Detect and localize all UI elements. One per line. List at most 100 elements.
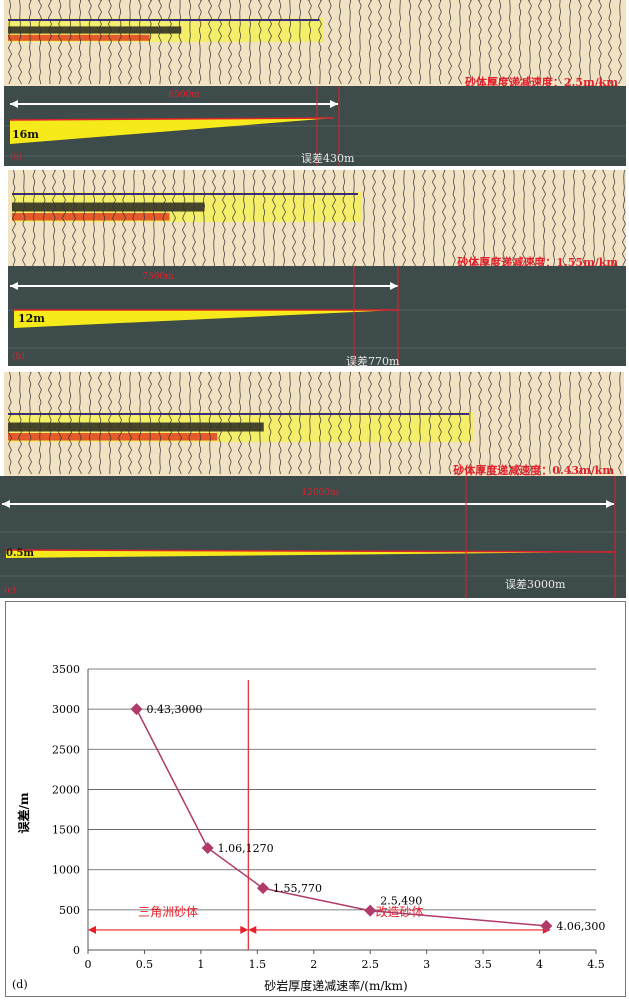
seismic-trace: [548, 372, 552, 475]
seismic-trace: [268, 372, 272, 475]
seismic-trace: [528, 0, 532, 85]
seismic-trace: [432, 170, 436, 266]
seismic-trace: [538, 0, 542, 84]
seismic-trace: [82, 170, 86, 266]
seismic-trace: [188, 0, 192, 85]
seismic-trace: [358, 0, 362, 85]
seismic-trace: [562, 170, 566, 266]
y-tick-label: 3000: [52, 703, 80, 716]
geologic-model-c: 12000m 0.5m (c) 误差3000m: [0, 476, 626, 598]
seismic-trace: [218, 372, 222, 475]
seismic-trace: [212, 170, 216, 266]
seismic-trace: [452, 170, 456, 266]
seismic-trace: [232, 170, 236, 266]
seismic-trace: [328, 0, 332, 85]
seismic-trace: [88, 0, 92, 85]
x-tick-label: 1.5: [249, 958, 267, 971]
seismic-trace: [608, 372, 612, 475]
arrow-head: [240, 925, 249, 934]
seismic-trace: [48, 0, 52, 85]
seismic-trace: [172, 170, 176, 266]
seismic-trace: [178, 0, 182, 85]
x-tick-label: 4: [536, 958, 543, 971]
y-tick-label: 2000: [52, 783, 80, 796]
seismic-trace: [482, 170, 486, 266]
seismic-trace: [392, 170, 396, 266]
seismic-trace: [178, 372, 182, 475]
seismic-trace: [38, 372, 42, 475]
seismic-trace: [618, 0, 622, 85]
decay-speed-label: 砂体厚度递减速度：1.55m/km: [457, 256, 618, 266]
seismic-trace: [558, 0, 562, 85]
seismic-trace: [158, 372, 162, 475]
seismic-trace: [8, 372, 12, 475]
seismic-trace: [38, 0, 42, 85]
data-point: [201, 842, 214, 855]
seismic-trace: [368, 372, 372, 475]
seismic-trace: [118, 0, 122, 85]
seismic-trace: [258, 372, 262, 475]
seismic-trace: [468, 0, 472, 85]
decay-speed-label: 砂体厚度递减速度：0.43m/km: [453, 464, 614, 476]
seismic-trace: [68, 372, 72, 475]
seismic-trace: [498, 372, 502, 475]
seismic-trace: [508, 0, 512, 85]
seismic-trace: [182, 170, 186, 266]
seismic-trace: [338, 0, 342, 85]
seismic-trace: [102, 170, 106, 266]
seismic-trace: [128, 0, 132, 85]
arrow-head: [248, 925, 257, 934]
seismic-trace: [298, 372, 302, 475]
data-label: 1.06,1270: [218, 842, 274, 855]
seismic-trace: [222, 170, 226, 266]
seismic-trace: [192, 170, 196, 266]
seismic-trace: [438, 0, 442, 85]
seismic-trace: [418, 0, 422, 85]
y-tick-label: 0: [73, 944, 80, 957]
panel-tag: (a): [10, 152, 23, 162]
seismic-trace: [338, 372, 342, 475]
seismic-trace: [512, 170, 516, 266]
seismic-trace: [152, 170, 156, 266]
seismic-trace: [198, 372, 202, 475]
seismic-trace: [288, 372, 292, 475]
seismic-trace: [542, 170, 546, 266]
chart-svg: 0 500 1000 1500 2000 2500 3000 3500 0 0.5 1 1.5 2 2.5…: [12, 663, 605, 993]
model-thickness: 0.5m: [6, 548, 34, 559]
seismic-trace: [128, 372, 132, 475]
seismic-trace: [58, 0, 62, 85]
seismic-trace: [422, 170, 426, 266]
seismic-trace: [552, 170, 556, 266]
model-thickness: 12m: [18, 312, 45, 325]
y-tick-label: 3500: [52, 663, 80, 676]
seismic-trace: [272, 170, 276, 266]
seismic-trace: [448, 372, 452, 475]
seismic-trace: [28, 372, 32, 475]
seismic-trace: [518, 372, 522, 475]
seismic-trace: [278, 372, 282, 475]
seismic-trace: [608, 0, 612, 85]
seismic-trace: [518, 0, 522, 85]
model-graphic-a: [4, 86, 626, 166]
seismic-trace: [412, 170, 416, 266]
seismic-trace: [508, 372, 512, 475]
seismic-trace: [68, 0, 72, 85]
seismic-trace: [568, 372, 572, 475]
seismic-trace: [202, 170, 206, 266]
seismic-trace: [228, 372, 232, 475]
geologic-model-b: 7500m 12m (b) 误差770m: [8, 266, 626, 366]
seismic-trace: [622, 170, 626, 266]
seismic-trace: [108, 372, 112, 474]
seismic-trace: [28, 0, 32, 85]
x-tick-label: 1: [197, 958, 204, 971]
x-tick-label: 2: [310, 958, 317, 971]
y-tick-label: 2500: [52, 743, 80, 756]
x-tick-label: 3: [423, 958, 430, 971]
seismic-trace: [598, 0, 602, 85]
seismic-trace: [148, 372, 152, 475]
seismic-trace: [282, 170, 286, 266]
seismic-event: [8, 26, 182, 34]
data-label: 4.06,300: [556, 920, 605, 933]
seismic-event: [8, 34, 150, 41]
seismic-trace: [22, 170, 26, 266]
